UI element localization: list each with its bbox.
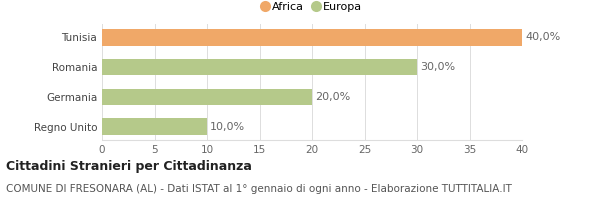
- Text: 40,0%: 40,0%: [525, 32, 560, 42]
- Text: 10,0%: 10,0%: [210, 122, 245, 132]
- Text: Cittadini Stranieri per Cittadinanza: Cittadini Stranieri per Cittadinanza: [6, 160, 252, 173]
- Text: 30,0%: 30,0%: [420, 62, 455, 72]
- Bar: [102, 89, 312, 105]
- Bar: [102, 29, 522, 46]
- Text: 20,0%: 20,0%: [315, 92, 350, 102]
- Bar: [102, 118, 207, 135]
- Legend: Africa, Europa: Africa, Europa: [257, 0, 367, 16]
- Text: COMUNE DI FRESONARA (AL) - Dati ISTAT al 1° gennaio di ogni anno - Elaborazione : COMUNE DI FRESONARA (AL) - Dati ISTAT al…: [6, 184, 512, 194]
- Bar: [102, 59, 417, 75]
